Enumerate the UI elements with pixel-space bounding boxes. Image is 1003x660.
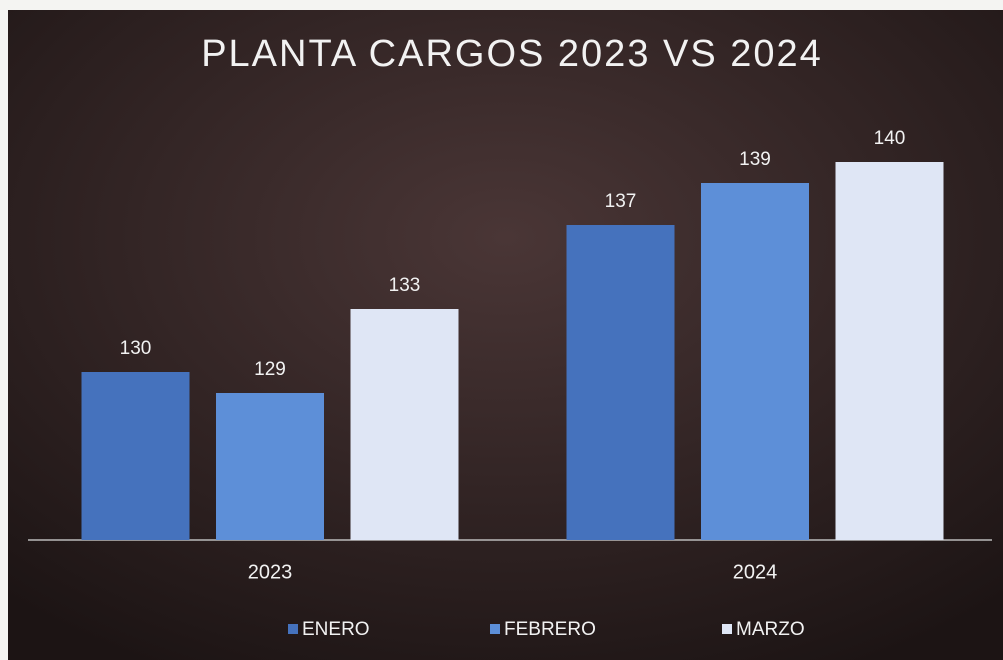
x-tick-label: 2024 (733, 561, 778, 583)
legend-swatch (288, 624, 298, 634)
bar (566, 225, 675, 540)
data-label: 129 (254, 359, 286, 380)
data-label: 137 (605, 191, 637, 212)
legend-label: ENERO (302, 619, 370, 640)
legend-swatch (722, 624, 732, 634)
bar (350, 309, 459, 540)
legend-label: FEBRERO (504, 619, 596, 640)
bar (216, 393, 324, 540)
bar (835, 162, 944, 540)
bar (81, 372, 190, 540)
data-label: 130 (120, 338, 152, 359)
data-label: 140 (874, 128, 906, 149)
bar (701, 183, 809, 540)
x-tick-label: 2023 (248, 561, 293, 583)
chart-title: PLANTA CARGOS 2023 VS 2024 (201, 33, 823, 75)
data-label: 139 (739, 149, 771, 170)
legend-swatch (490, 624, 500, 634)
data-label: 133 (389, 275, 421, 296)
legend-label: MARZO (736, 619, 805, 640)
